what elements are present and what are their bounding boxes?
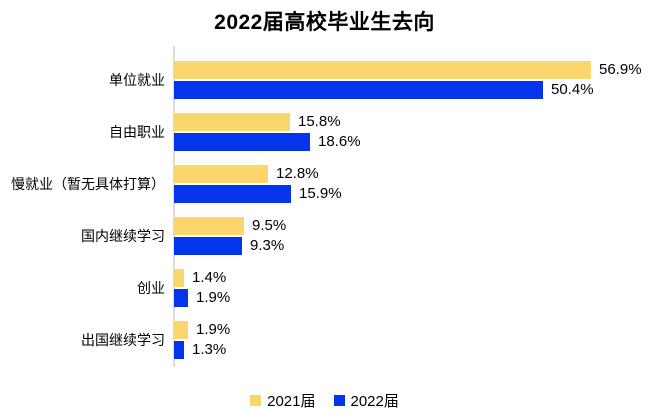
bar-segment-2021届: [174, 217, 244, 235]
value-label: 50.4%: [551, 81, 594, 98]
bar-segment-2022届: [174, 133, 310, 151]
legend-item-2021: 2021届: [250, 390, 316, 411]
legend-item-2022: 2022届: [333, 390, 399, 411]
category-label: 自由职业: [109, 124, 165, 140]
value-label: 1.3%: [192, 341, 227, 358]
bar-segment-2021届: [174, 113, 290, 131]
bar-segment-2021届: [174, 165, 268, 183]
value-label: 12.8%: [276, 165, 319, 182]
bar-segment-2022届: [174, 341, 184, 359]
legend-label-2021: 2021届: [267, 392, 316, 410]
bar-group: 单位就业 56.9% 50.4%: [0, 61, 649, 99]
legend: 2021届 2022届: [0, 389, 649, 411]
value-label: 15.8%: [298, 113, 341, 130]
legend-swatch-2022-icon: [333, 394, 345, 406]
bar-segment-2022届: [174, 185, 291, 203]
bar-group: 慢就业（暂无具体打算） 12.8% 15.9%: [0, 165, 649, 203]
category-label: 出国继续学习: [81, 332, 165, 348]
y-axis-line: [173, 46, 175, 367]
bar-segment-2021届: [174, 321, 188, 339]
category-label: 慢就业（暂无具体打算）: [11, 176, 165, 192]
category-label: 单位就业: [109, 72, 165, 88]
bar-segment-2022届: [174, 81, 543, 99]
category-label: 国内继续学习: [81, 228, 165, 244]
value-label: 15.9%: [299, 185, 342, 202]
value-label: 9.5%: [252, 217, 287, 234]
value-label: 18.6%: [318, 133, 361, 150]
bar-group: 自由职业 15.8% 18.6%: [0, 113, 649, 151]
bar-group: 出国继续学习 1.9% 1.3%: [0, 321, 649, 359]
bar-segment-2021届: [174, 269, 184, 287]
legend-label-2022: 2022届: [350, 392, 399, 410]
bar-segment-2022届: [174, 237, 242, 255]
value-label: 56.9%: [599, 61, 642, 78]
category-label: 创业: [137, 280, 165, 296]
bar-segment-2022届: [174, 289, 188, 307]
bar-segment-2021届: [174, 61, 591, 79]
chart-title: 2022届高校毕业生去向: [214, 11, 435, 34]
bar-group: 国内继续学习 9.5% 9.3%: [0, 217, 649, 255]
value-label: 1.4%: [192, 269, 227, 286]
value-label: 1.9%: [196, 289, 231, 306]
plot-area: 单位就业 56.9% 50.4% 自由职业 15.8% 18.6% 慢就业（暂无具体打算） 1…: [0, 46, 649, 367]
value-label: 1.9%: [196, 321, 231, 338]
bar-group: 创业 1.4% 1.9%: [0, 269, 649, 307]
value-label: 9.3%: [250, 237, 285, 254]
legend-swatch-2021-icon: [250, 394, 262, 406]
